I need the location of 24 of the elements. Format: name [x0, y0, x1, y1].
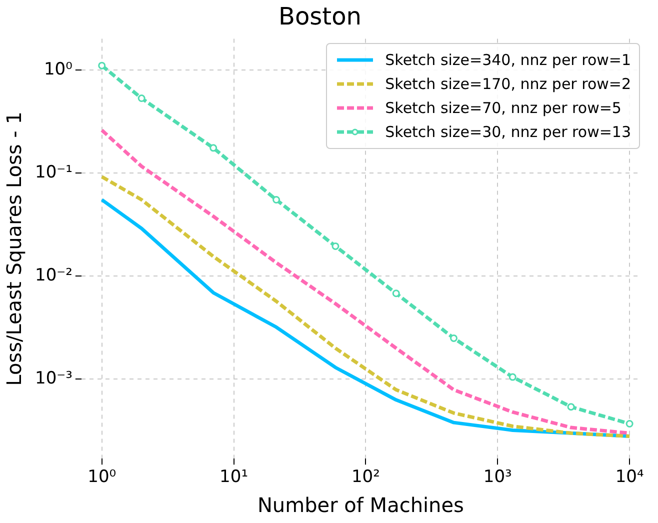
- legend-label: Sketch size=340, nnz per row=1: [385, 50, 631, 71]
- legend-label: Sketch size=170, nnz per row=2: [385, 74, 631, 95]
- x-tick-label: 10⁴: [615, 467, 644, 488]
- legend-label: Sketch size=30, nnz per row=13: [385, 122, 631, 143]
- legend-label: Sketch size=70, nnz per row=5: [385, 98, 622, 119]
- point: [272, 196, 280, 204]
- x-tick-label: 10³: [483, 467, 512, 488]
- y-tick-label: 10⁰: [44, 59, 73, 80]
- point: [508, 373, 516, 381]
- x-axis-title: Number of Machines: [257, 493, 464, 518]
- x-tick-label: 10⁰: [88, 467, 116, 488]
- point: [98, 62, 106, 70]
- y-tick-label: 10⁻²: [35, 266, 72, 286]
- chart-title: Boston: [278, 2, 362, 31]
- point: [392, 290, 400, 298]
- point: [567, 403, 575, 411]
- x-tick-label: 10¹: [220, 467, 248, 488]
- point: [332, 242, 340, 250]
- x-tick-label: 10²: [351, 467, 380, 488]
- y-tick-label: 10⁻³: [35, 368, 72, 389]
- y-axis-title: Loss/Least Squares Loss - 1: [2, 112, 26, 386]
- point: [450, 334, 458, 342]
- point: [626, 420, 634, 428]
- y-tick-label: 10⁻¹: [35, 162, 72, 182]
